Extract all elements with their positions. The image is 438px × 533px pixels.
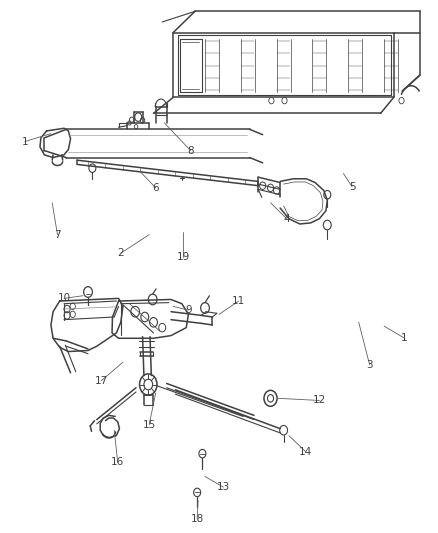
Text: 11: 11 <box>232 296 245 306</box>
Text: 9: 9 <box>185 305 192 315</box>
Text: 12: 12 <box>313 395 326 406</box>
Text: 1: 1 <box>401 333 408 343</box>
Text: 10: 10 <box>57 293 71 303</box>
Text: 16: 16 <box>111 457 124 467</box>
Text: 5: 5 <box>349 182 356 192</box>
Text: 17: 17 <box>95 376 108 386</box>
Text: 7: 7 <box>54 230 61 240</box>
Text: 2: 2 <box>117 248 124 258</box>
Text: 18: 18 <box>191 514 204 524</box>
Text: 14: 14 <box>299 447 312 456</box>
Text: 13: 13 <box>217 482 230 492</box>
Text: 19: 19 <box>177 252 190 262</box>
Text: 15: 15 <box>142 420 156 430</box>
Text: 4: 4 <box>283 214 290 224</box>
Text: 6: 6 <box>152 183 159 193</box>
Text: 3: 3 <box>366 360 373 370</box>
Text: 1: 1 <box>21 136 28 147</box>
Text: 8: 8 <box>187 146 194 156</box>
